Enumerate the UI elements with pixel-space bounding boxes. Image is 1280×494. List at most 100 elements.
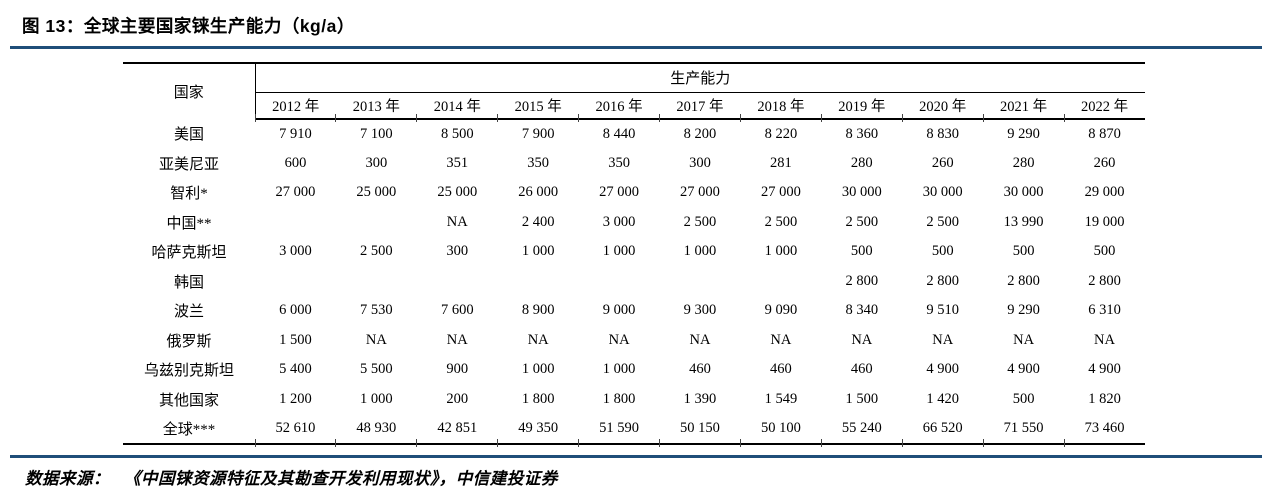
value-cell: 7 530 [360, 302, 393, 319]
value-cell: 500 [1093, 243, 1116, 260]
value-cell: 1 800 [602, 390, 636, 407]
table-row: 其他国家 1 200 1 000 200 1 800 1 800 1 390 1 549 1 5… [123, 385, 1145, 415]
value-cell: 49 350 [497, 414, 579, 446]
value-cell: NA [689, 331, 711, 348]
country-cell: 美国 [173, 127, 204, 144]
table-row: 乌兹别克斯坦 5 400 5 500 900 1 000 1 000 460 460 460 4 … [123, 355, 1145, 385]
value-cell: 50 150 [659, 414, 741, 446]
value-cell: 1 000 [602, 361, 636, 378]
value-cell: 1 000 [683, 243, 717, 260]
value-cell: 4 900 [1007, 361, 1040, 378]
year-header-cell: 2019 年 [820, 92, 903, 122]
value-cell: 6 310 [1088, 302, 1121, 319]
country-cell: 俄罗斯 [166, 333, 212, 350]
value-cell: 9 090 [764, 302, 798, 319]
value-cell: 1 000 [521, 243, 555, 260]
value-cell: 1 000 [764, 243, 798, 260]
value-cell: 8 830 [926, 125, 960, 142]
value-cell: 7 910 [279, 125, 312, 142]
value-cell: 9 290 [1007, 302, 1040, 319]
capacity-table-wrap: 国家 生产能力 2012 年 2013 年 2014 年 2015 年 2016 年 20… [123, 62, 1145, 446]
value-cell: 51 590 [578, 414, 660, 446]
value-cell: 8 340 [845, 302, 879, 319]
value-cell: 7 600 [440, 302, 474, 319]
value-cell: 50 100 [739, 414, 822, 446]
value-cell: 2 800 [926, 272, 960, 289]
value-cell: 500 [1012, 243, 1035, 260]
value-cell: 350 [608, 154, 630, 171]
value-cell: 281 [770, 154, 792, 171]
table-header: 国家 生产能力 2012 年 2013 年 2014 年 2015 年 2016 年 20… [123, 62, 1145, 122]
value-cell: 3 000 [279, 243, 312, 260]
value-cell [660, 267, 741, 297]
value-cell: 2 500 [926, 213, 960, 230]
footer-divider-rule [10, 455, 1262, 458]
value-cell: 1 420 [926, 390, 960, 407]
value-cell: 600 [284, 154, 307, 171]
value-cell: 260 [1093, 154, 1116, 171]
year-header-cell: 2012 年 [254, 92, 336, 122]
country-cell: 其他国家 [158, 392, 219, 409]
value-cell: 4 900 [1088, 361, 1121, 378]
value-cell: 1 000 [360, 390, 393, 407]
year-header-row: 2012 年 2013 年 2014 年 2015 年 2016 年 2017 年 2018… [123, 92, 1145, 122]
table-row: 俄罗斯 1 500 NA NA NA NA NA NA NA NA NA NA [123, 326, 1145, 356]
value-cell: 9 300 [683, 302, 717, 319]
year-header-cell: 2017 年 [659, 92, 741, 122]
value-cell: 350 [527, 154, 550, 171]
value-cell: 27 000 [680, 184, 720, 201]
value-cell: 66 520 [901, 414, 984, 446]
value-cell [255, 208, 336, 238]
value-cell: 30 000 [922, 184, 963, 201]
value-cell: 73 460 [1063, 414, 1145, 446]
value-cell: 460 [770, 361, 792, 378]
value-cell: 260 [931, 154, 954, 171]
value-cell: 500 [931, 243, 954, 260]
value-cell: 5 400 [279, 361, 312, 378]
capacity-table: 国家 生产能力 2012 年 2013 年 2014 年 2015 年 2016 年 20… [123, 62, 1145, 446]
country-cell: 乌兹别克斯坦 [143, 363, 234, 380]
value-cell: 8 360 [845, 125, 879, 142]
value-cell: 8 200 [683, 125, 717, 142]
value-cell: 30 000 [841, 184, 882, 201]
value-cell: 300 [446, 243, 469, 260]
value-cell: 3 000 [602, 213, 636, 230]
value-cell: 460 [850, 361, 873, 378]
value-cell [417, 267, 498, 297]
value-cell: NA [365, 331, 387, 348]
year-header-cell: 2018 年 [739, 92, 822, 122]
value-cell [255, 267, 336, 297]
value-cell: 9 510 [926, 302, 960, 319]
value-cell [336, 208, 417, 238]
data-source-label: 数据来源： [25, 469, 110, 488]
value-cell: 1 200 [279, 390, 312, 407]
value-cell: 13 990 [1003, 213, 1044, 230]
value-cell: 460 [689, 361, 711, 378]
table-row: 中国** NA 2 400 3 000 2 500 2 500 2 500 2 500 13 9… [123, 208, 1145, 238]
country-cell: 全球*** [123, 414, 255, 445]
year-header-cell: 2021 年 [982, 92, 1065, 122]
value-cell: 900 [446, 361, 469, 378]
capacity-column-group-header: 生产能力 [255, 62, 1145, 93]
value-cell: 25 000 [356, 184, 397, 201]
title-divider-rule [10, 46, 1262, 49]
country-cell: 韩国 [173, 274, 204, 291]
value-cell: 2 500 [360, 243, 393, 260]
value-cell: 280 [1012, 154, 1035, 171]
table-body: 美国 7 910 7 100 8 500 7 900 8 440 8 200 8 220 8 3… [123, 119, 1145, 446]
value-cell: 19 000 [1084, 213, 1125, 230]
value-cell: 1 820 [1088, 390, 1121, 407]
country-cell: 亚美尼亚 [158, 156, 219, 173]
country-cell: 智利* [170, 186, 208, 203]
value-cell [336, 267, 417, 297]
year-header-cell: 2016 年 [578, 92, 660, 122]
value-cell: 8 220 [764, 125, 798, 142]
value-cell: 42 851 [416, 414, 498, 446]
year-header-cell: 2014 年 [416, 92, 498, 122]
table-row: 智利* 27 000 25 000 25 000 26 000 27 000 27 000 2… [123, 178, 1145, 208]
value-cell: 2 500 [683, 213, 717, 230]
value-cell: 1 000 [602, 243, 636, 260]
value-cell: NA [446, 331, 468, 348]
value-cell: 200 [446, 390, 469, 407]
